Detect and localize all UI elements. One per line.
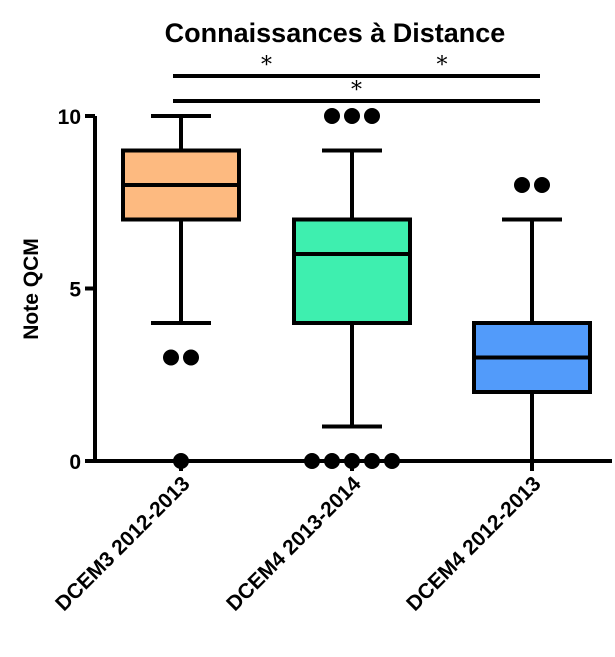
box-group <box>121 114 241 469</box>
outlier-point <box>324 108 340 124</box>
outlier-point <box>364 108 380 124</box>
outlier-point <box>163 349 179 366</box>
significance-brackets: * * * <box>173 53 540 103</box>
outlier-point <box>534 177 550 193</box>
chart-title: Connaissances à Distance <box>165 18 506 48</box>
significance-bracket: * <box>173 53 360 78</box>
significance-star: * <box>261 53 272 78</box>
x-category-label: DCEM4 2013-2014 <box>222 472 366 616</box>
outlier-point <box>183 349 199 366</box>
significance-star: * <box>437 53 448 78</box>
outlier-point <box>384 453 400 469</box>
boxes <box>121 108 592 469</box>
x-category-label: DCEM3 2012-2013 <box>51 472 194 615</box>
x-category-label: DCEM4 2012-2013 <box>402 472 545 615</box>
outlier-point <box>173 453 189 469</box>
outlier-point <box>514 177 530 193</box>
significance-star: * <box>351 78 362 103</box>
y-axis-label: Note QCM <box>20 238 43 340</box>
outlier-point <box>324 453 340 469</box>
outlier-point <box>344 453 360 469</box>
outlier-point <box>304 453 320 469</box>
y-tick-label: 10 <box>58 106 81 129</box>
outlier-point <box>344 108 360 124</box>
outlier-point <box>364 453 380 469</box>
box-group <box>292 108 412 469</box>
box <box>292 217 412 325</box>
significance-bracket: * <box>173 78 540 103</box>
box-group <box>472 177 592 463</box>
y-tick-label: 0 <box>69 451 81 474</box>
significance-bracket: * <box>344 53 540 78</box>
y-tick-label: 5 <box>69 279 81 302</box>
